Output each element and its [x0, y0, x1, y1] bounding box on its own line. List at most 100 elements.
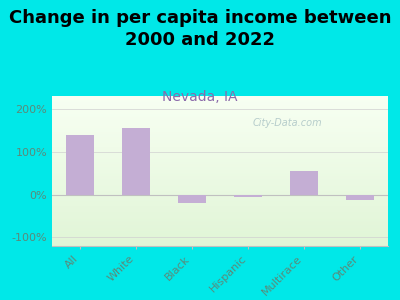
Bar	[52, 212, 388, 213]
Bar	[52, 194, 388, 195]
Bar	[52, 111, 388, 112]
Bar	[52, 178, 388, 180]
Bar	[52, 208, 388, 210]
Bar	[52, 202, 388, 204]
Bar	[52, 124, 388, 126]
Bar	[52, 183, 388, 184]
Text: Change in per capita income between
2000 and 2022: Change in per capita income between 2000…	[9, 9, 391, 49]
Bar	[52, 103, 388, 105]
Bar	[52, 240, 388, 242]
Bar	[52, 120, 388, 122]
Bar	[52, 177, 388, 178]
Bar	[52, 108, 388, 110]
Bar	[52, 102, 388, 104]
Bar	[52, 174, 388, 176]
Bar	[52, 156, 388, 158]
Bar	[52, 100, 388, 102]
Bar	[52, 189, 388, 190]
Bar	[52, 112, 388, 114]
Bar	[290, 171, 318, 195]
Bar	[52, 144, 388, 146]
Bar	[52, 214, 388, 216]
Bar	[52, 195, 388, 196]
Bar	[52, 135, 388, 136]
Bar	[52, 122, 388, 123]
Bar	[52, 226, 388, 228]
Bar	[52, 154, 388, 156]
Bar	[52, 244, 388, 246]
Bar	[52, 216, 388, 218]
Bar	[52, 238, 388, 240]
Bar	[52, 234, 388, 236]
Bar	[52, 138, 388, 140]
Bar	[52, 114, 388, 116]
Text: Nevada, IA: Nevada, IA	[162, 90, 238, 104]
Bar	[52, 207, 388, 208]
Bar	[52, 242, 388, 243]
Bar	[52, 176, 388, 177]
Bar	[52, 136, 388, 138]
Bar	[52, 165, 388, 166]
Bar	[52, 232, 388, 234]
Bar	[52, 162, 388, 164]
Bar	[52, 225, 388, 226]
Bar	[52, 206, 388, 207]
Bar	[52, 167, 388, 168]
Bar	[52, 192, 388, 194]
Bar	[52, 126, 388, 128]
Bar	[52, 204, 388, 206]
Bar	[52, 168, 388, 170]
Bar	[52, 201, 388, 202]
Bar	[52, 220, 388, 222]
Bar	[234, 195, 262, 197]
Bar	[52, 237, 388, 238]
Bar	[52, 116, 388, 117]
Bar	[52, 180, 388, 182]
Bar	[52, 182, 388, 183]
Bar	[52, 129, 388, 130]
Bar	[52, 150, 388, 152]
Bar	[52, 160, 388, 162]
Bar	[52, 231, 388, 232]
Bar	[52, 213, 388, 214]
Bar	[52, 153, 388, 154]
Bar	[52, 188, 388, 189]
Bar	[52, 190, 388, 192]
Bar	[52, 210, 388, 212]
Bar	[52, 222, 388, 224]
Bar	[52, 99, 388, 100]
Bar	[52, 200, 388, 201]
Bar	[346, 195, 374, 200]
Bar	[52, 110, 388, 111]
Bar	[52, 141, 388, 142]
Bar	[52, 148, 388, 150]
Bar	[52, 152, 388, 153]
Bar	[52, 224, 388, 225]
Bar	[52, 228, 388, 230]
Bar	[52, 140, 388, 141]
Bar	[52, 130, 388, 132]
Bar	[66, 135, 94, 195]
Bar	[52, 219, 388, 220]
Bar	[52, 159, 388, 160]
Bar	[52, 172, 388, 174]
Bar	[52, 158, 388, 159]
Bar	[122, 128, 150, 195]
Bar	[52, 171, 388, 172]
Bar	[52, 132, 388, 134]
Bar	[52, 218, 388, 219]
Bar	[178, 195, 206, 203]
Bar	[52, 118, 388, 120]
Bar	[52, 147, 388, 148]
Bar	[52, 142, 388, 144]
Bar	[52, 184, 388, 186]
Bar	[52, 236, 388, 237]
Bar	[52, 198, 388, 200]
Bar	[52, 123, 388, 124]
Bar	[52, 106, 388, 108]
Bar	[52, 134, 388, 135]
Bar	[52, 117, 388, 118]
Bar	[52, 164, 388, 165]
Bar	[52, 196, 388, 198]
Bar	[52, 96, 388, 98]
